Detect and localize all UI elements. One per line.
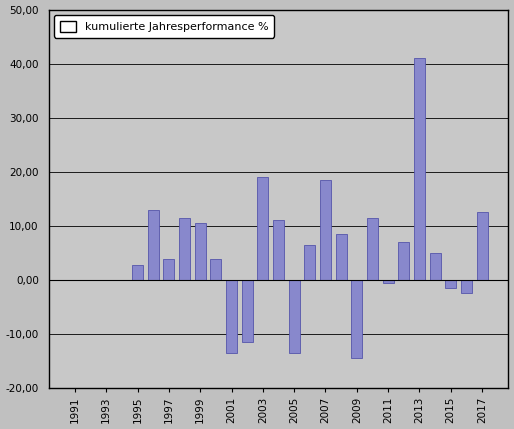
Bar [336,234,346,280]
Bar [163,259,174,280]
Bar [382,280,394,283]
Bar [304,245,315,280]
Bar [320,180,331,280]
Legend: kumulierte Jahresperformance %: kumulierte Jahresperformance % [54,15,274,38]
Bar [461,280,472,293]
Bar [148,209,159,280]
Bar [258,177,268,280]
Bar [289,280,300,353]
Bar [398,242,409,280]
Bar [445,280,456,288]
Bar [367,218,378,280]
Bar [210,259,222,280]
Bar [476,212,488,280]
Bar [414,58,425,280]
Bar [430,253,440,280]
Bar [351,280,362,358]
Bar [132,265,143,280]
Bar [273,221,284,280]
Bar [195,223,206,280]
Bar [242,280,253,342]
Bar [226,280,237,353]
Bar [179,218,190,280]
